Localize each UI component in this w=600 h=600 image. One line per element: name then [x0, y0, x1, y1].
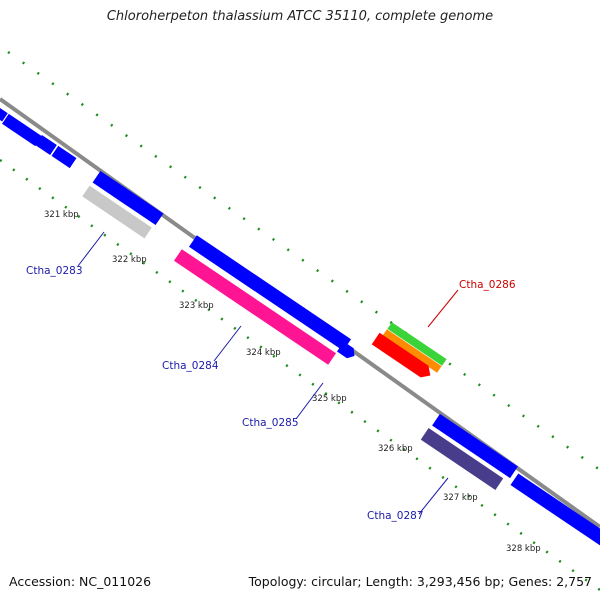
cds-arrow — [432, 413, 518, 479]
gene-label-ctha-0284[interactable]: Ctha_0284 — [162, 360, 219, 372]
tick-label: 328 kbp — [506, 544, 541, 554]
gene-label-ctha-0285[interactable]: Ctha_0285 — [242, 417, 299, 429]
gene-ctha-0286-b — [382, 329, 442, 373]
cds-arrow — [188, 235, 352, 351]
gene-label-ctha-0287[interactable]: Ctha_0287 — [367, 510, 424, 522]
dotted-rings — [0, 50, 600, 592]
gene-ctha-0284 — [173, 249, 337, 365]
gene-ctha-0283 — [80, 184, 154, 240]
gene-ctha-0287 — [420, 428, 504, 490]
gene-labels: Ctha_0283 Ctha_0284 Ctha_0285 Ctha_0286 … — [26, 265, 516, 522]
tick-label: 326 kbp — [378, 444, 413, 454]
tick-labels: 321 kbp 322 kbp 323 kbp 324 kbp 325 kbp … — [44, 210, 541, 554]
tick-label: 322 kbp — [112, 255, 147, 265]
tick-label: 327 kbp — [443, 493, 478, 503]
cds-arrow — [51, 145, 77, 169]
dotted-ring-outer — [7, 50, 600, 472]
gene-ctha-0286-a — [387, 322, 447, 366]
cds-arrow — [2, 113, 42, 147]
gene-ctha-0286-c — [371, 332, 431, 378]
leader-ctha-0285 — [295, 382, 324, 420]
tick-label: 321 kbp — [44, 210, 79, 220]
leader-ctha-0286 — [427, 289, 459, 328]
cds-arrow — [0, 105, 8, 122]
genome-stats-text: Topology: circular; Length: 3,293,456 bp… — [248, 574, 592, 589]
cds-arrow — [35, 134, 57, 156]
cds-features — [0, 105, 600, 547]
leader-ctha-0284 — [213, 325, 242, 362]
gene-label-ctha-0286[interactable]: Ctha_0286 — [459, 279, 516, 291]
leader-ctha-0283 — [77, 231, 105, 267]
map-title: Chloroherpeton thalassium ATCC 35110, co… — [106, 9, 494, 24]
tick-label: 325 kbp — [312, 394, 347, 404]
gene-label-ctha-0283[interactable]: Ctha_0283 — [26, 265, 83, 277]
dotted-ring-inner — [0, 158, 600, 592]
tick-label: 324 kbp — [246, 348, 281, 358]
accession-text: Accession: NC_011026 — [9, 574, 152, 589]
leader-ctha-0287 — [418, 477, 449, 515]
tick-label: 323 kbp — [179, 301, 214, 311]
label-leaders — [77, 231, 459, 515]
cds-arrow — [510, 473, 600, 547]
cds-arrow — [92, 170, 164, 226]
cds-arrowhead — [337, 341, 355, 359]
